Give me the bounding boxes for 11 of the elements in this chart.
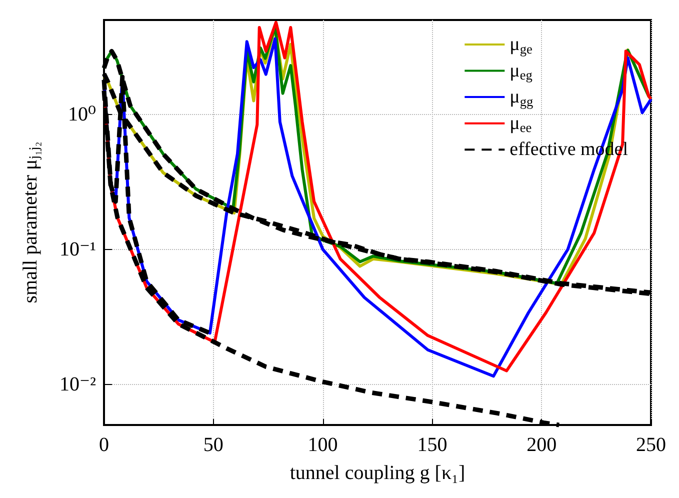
x-tick-label: 50 (203, 434, 224, 456)
y-tick-label: 10⁻¹ (59, 238, 96, 260)
x-tick-label: 250 (636, 434, 666, 456)
x-tick-label: 100 (308, 434, 338, 456)
x-tick-label: 150 (417, 434, 448, 456)
x-tick-label: 0 (99, 434, 109, 456)
y-axis-title: small parameter μj₁j₂ (20, 142, 42, 304)
x-axis-title: tunnel coupling g [κ₁] (290, 462, 466, 484)
x-tick-label: 200 (526, 434, 557, 456)
y-tick-label: 10⁰ (68, 103, 96, 126)
y-tick-label: 10⁻² (59, 373, 96, 396)
